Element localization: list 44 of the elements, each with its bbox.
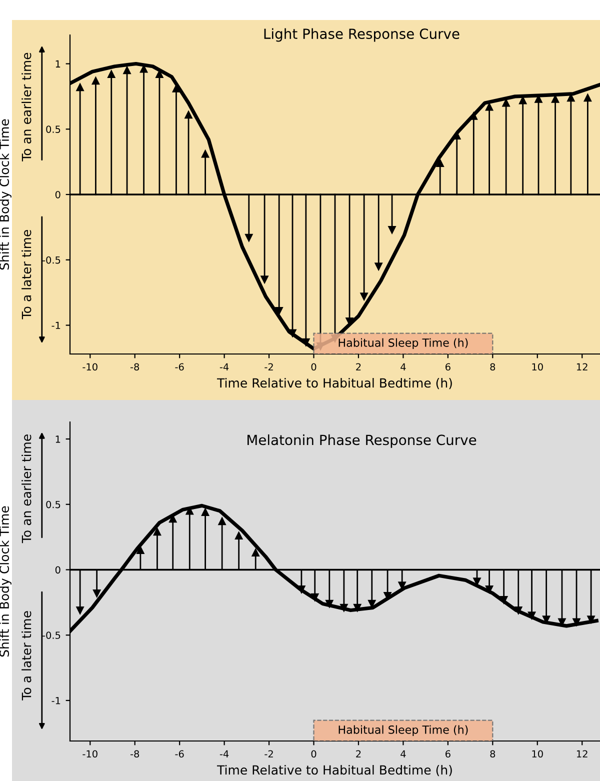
x-tick-label: 12 [576, 363, 588, 370]
x-tick-label: -8 [130, 363, 140, 371]
y-tick-label: -0.5 [42, 632, 60, 639]
chart-title: Light Phase Response Curve [264, 28, 460, 42]
x-tick-label: 8 [490, 363, 496, 371]
y-tick-label: 0.5 [46, 500, 60, 508]
x-tick-label: -10 [82, 363, 98, 371]
x-tick-label: 2 [356, 750, 361, 758]
x-axis-title: Time Relative to Habitual Bedtime (h) [216, 378, 452, 390]
y-tick-label: 1 [56, 436, 60, 443]
x-tick-label: -6 [175, 363, 184, 371]
x-tick-label: 10 [532, 363, 543, 371]
x-tick-label: -4 [220, 363, 229, 370]
x-tick-label: -8 [130, 750, 140, 758]
x-tick-label: 0 [311, 363, 316, 371]
text: To an earlier time [22, 434, 32, 544]
text: To a later time [22, 230, 32, 320]
y-tick-label: 1 [56, 60, 60, 68]
x-tick-label: 6 [446, 750, 450, 758]
y-tick-label: -1 [52, 697, 60, 704]
x-tick-label: -2 [264, 750, 273, 758]
text: Melatonin Phase Response Curve [248, 434, 476, 448]
band-label: Habitual Sleep Time (h) [338, 338, 468, 350]
band-label: Habitual Sleep Time (h) [338, 725, 468, 736]
y-tick-label: -0.5 [42, 256, 60, 264]
x-tick-label: 12 [576, 750, 588, 758]
x-tick-label: -4 [220, 750, 229, 758]
x-tick-label: 2 [356, 363, 361, 370]
x-tick-label: 10 [532, 750, 543, 758]
x-tick-label: 0 [311, 750, 316, 758]
x-tick-label: -6 [175, 750, 184, 758]
x-tick-label: 8 [490, 750, 496, 758]
x-tick-label: 4 [400, 363, 406, 370]
y-tick-label: 0 [55, 190, 60, 198]
y-tick-label: 0.5 [46, 126, 60, 133]
y-tick-label: -1 [52, 322, 60, 329]
text: To an earlier time [22, 52, 32, 162]
x-tick-label: 4 [400, 750, 406, 758]
x-tick-label: -2 [264, 363, 273, 370]
y-tick-label: 0 [55, 566, 60, 574]
x-tick-label: -10 [82, 750, 98, 758]
text: To a later time [22, 611, 32, 700]
x-tick-label: 6 [446, 363, 450, 371]
x-axis-title: Time Relative to Habitual Bedtime (h) [216, 764, 452, 776]
